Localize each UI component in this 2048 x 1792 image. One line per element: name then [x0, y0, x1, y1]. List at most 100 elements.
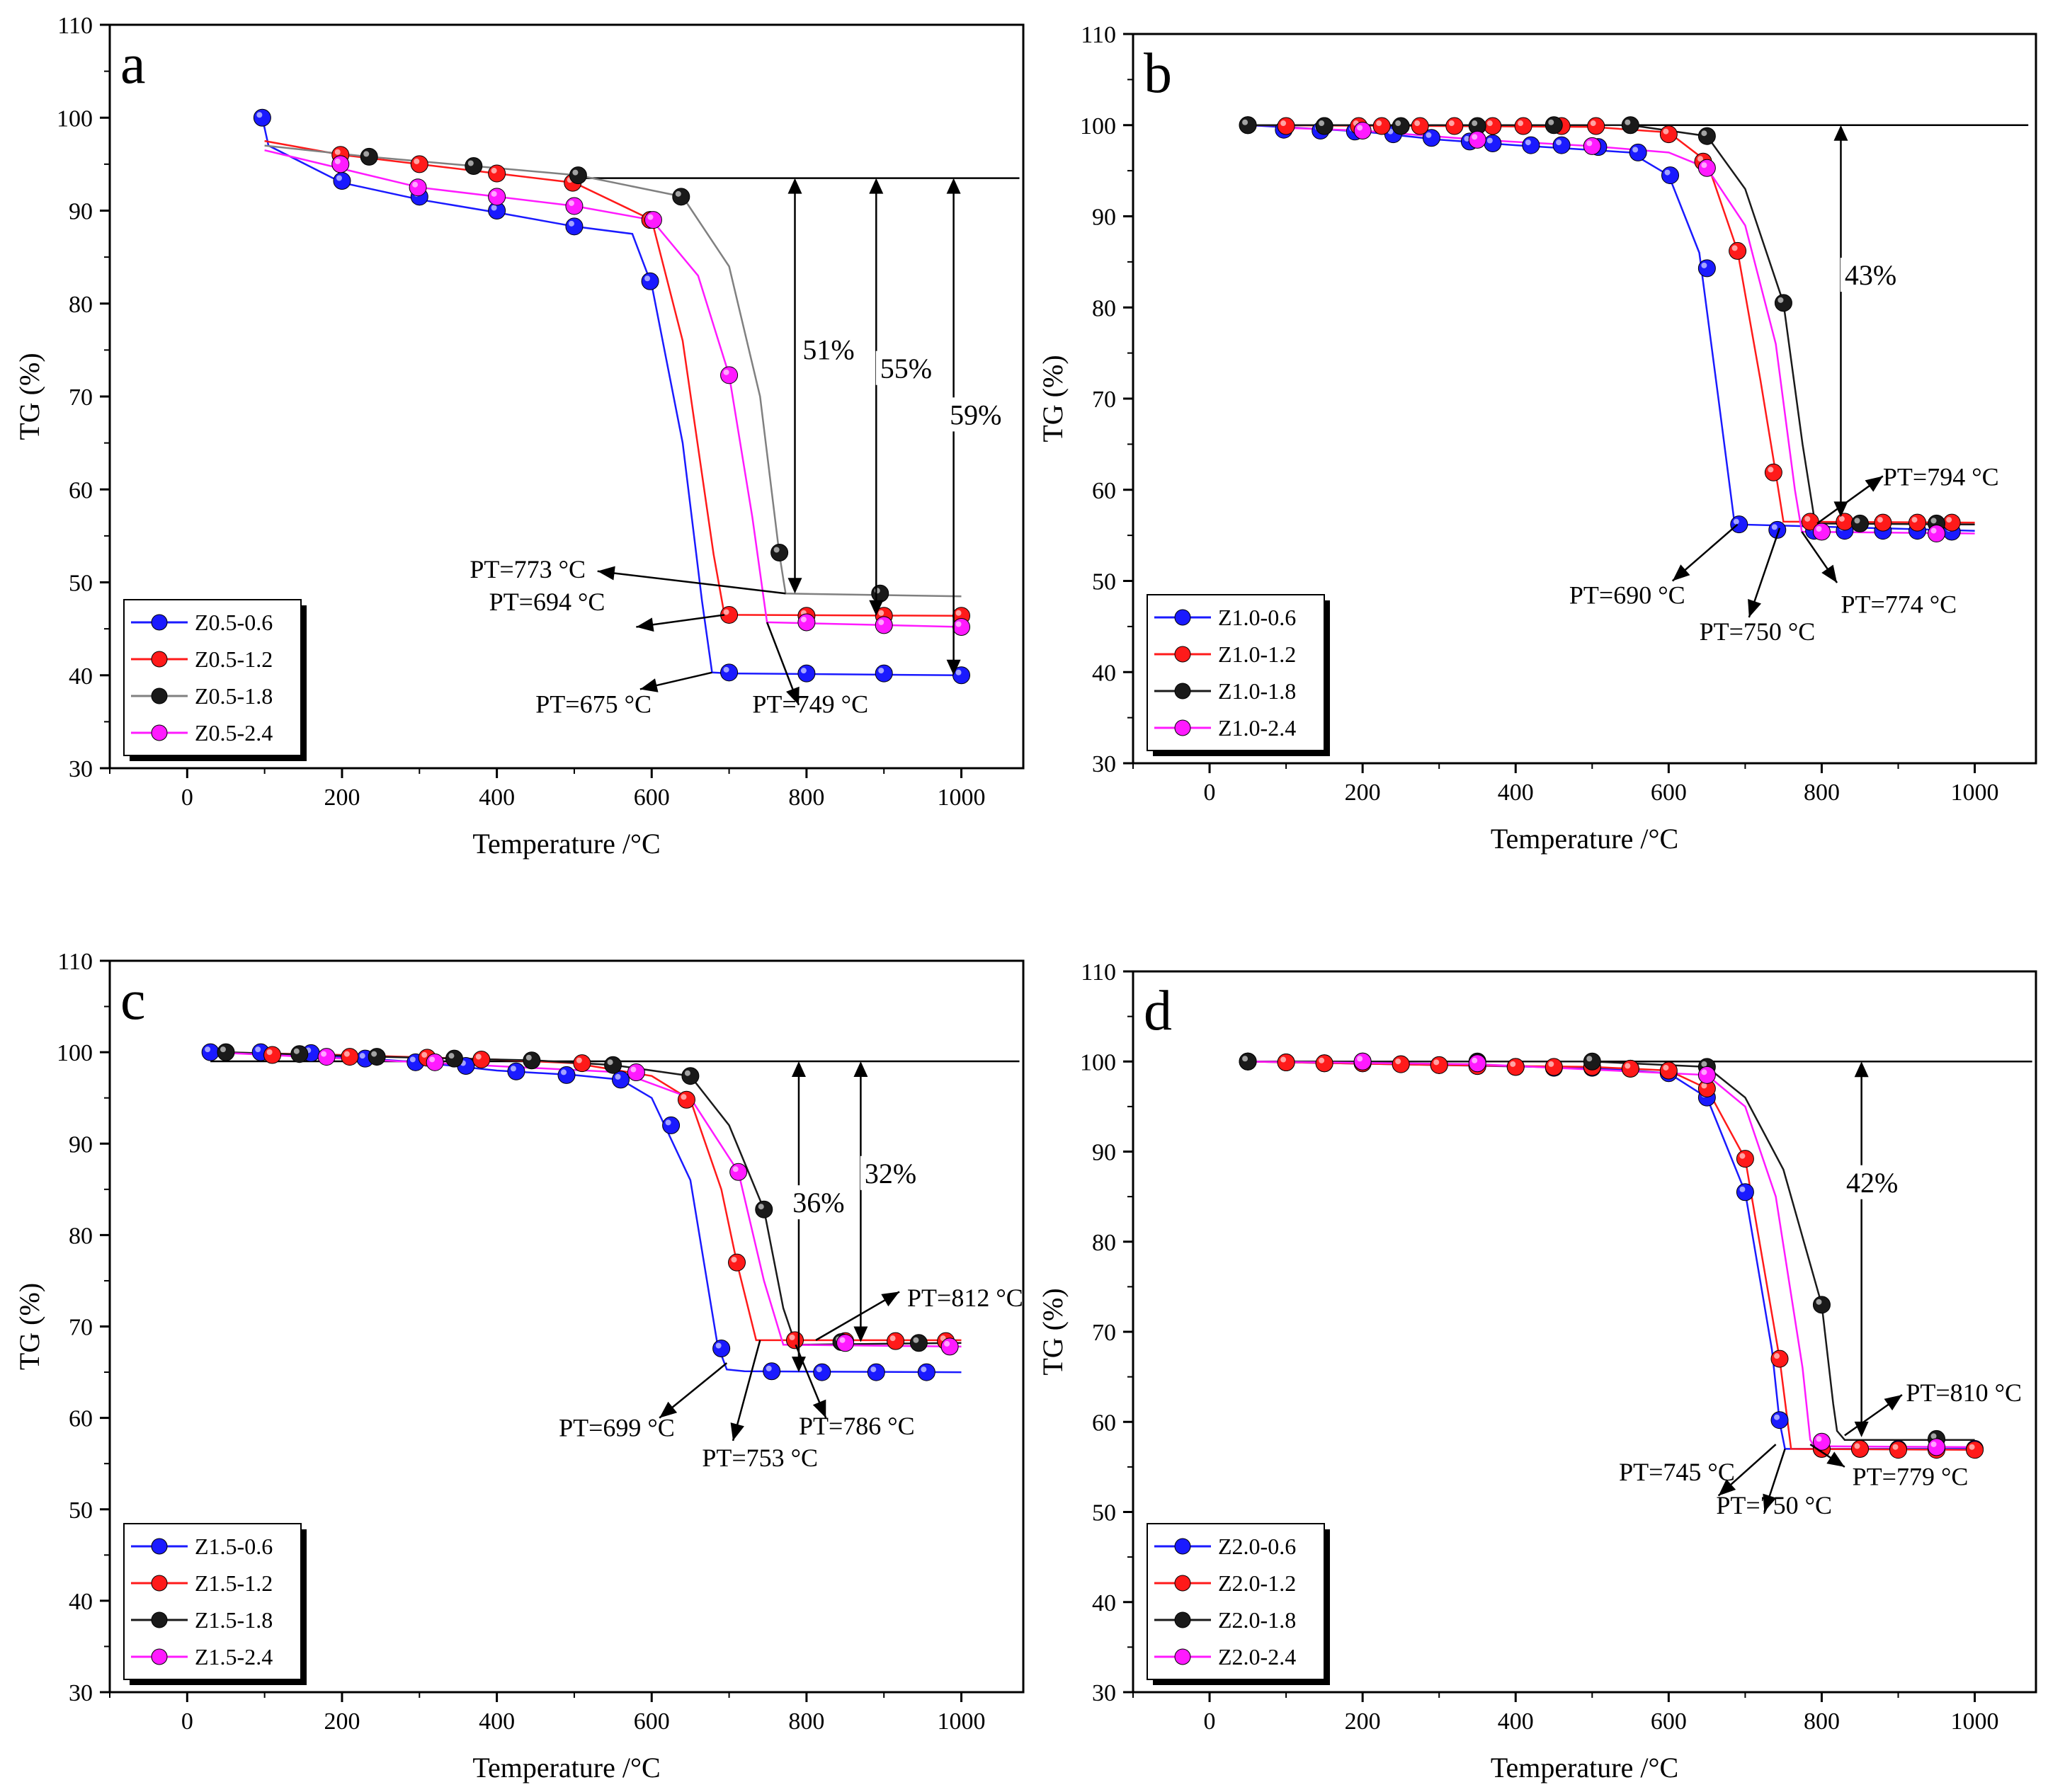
marker-Z1.0-1.8 — [1621, 116, 1639, 135]
legend-entry: Z0.5-0.6 — [195, 610, 273, 635]
pt-label: PT=810 °C — [1906, 1379, 2022, 1407]
legend-entry: Z0.5-2.4 — [195, 720, 273, 746]
marker-highlight — [816, 1366, 822, 1373]
legend-swatch-marker — [151, 651, 168, 668]
marker-Z1.5-2.4 — [940, 1337, 959, 1356]
y-tick-label: 100 — [1080, 113, 1116, 139]
legend-entry: Z1.0-1.2 — [1218, 641, 1296, 667]
marker-highlight — [525, 1054, 532, 1061]
series-line-Z2.0-2.4 — [1248, 1061, 1975, 1449]
arrow-head — [786, 686, 800, 705]
arrow-head — [869, 178, 884, 194]
marker-highlight — [1319, 1057, 1325, 1063]
marker-highlight — [572, 169, 579, 176]
marker-Z1.0-1.8 — [1315, 117, 1333, 135]
marker-highlight — [1774, 1353, 1780, 1359]
marker-Z2.0-0.6 — [1770, 1411, 1789, 1429]
legend-swatch-marker — [151, 614, 168, 631]
marker-Z1.5-1.2 — [263, 1046, 282, 1064]
marker-Z1.5-1.8 — [681, 1067, 700, 1085]
marker-Z1.5-2.4 — [729, 1163, 748, 1181]
marker-highlight — [1664, 169, 1671, 176]
marker-Z1.5-0.6 — [662, 1116, 681, 1134]
marker-Z0.5-1.8 — [770, 544, 789, 561]
marker-Z1.0-1.2 — [1277, 117, 1295, 135]
y-tick-label: 80 — [69, 292, 93, 318]
marker-Z1.5-0.6 — [813, 1363, 831, 1381]
x-tick-label: 0 — [181, 784, 193, 811]
marker-highlight — [371, 1051, 377, 1057]
marker-highlight — [1701, 1061, 1707, 1067]
x-tick-label: 400 — [1498, 780, 1534, 806]
marker-highlight — [1930, 527, 1937, 534]
marker-Z1.0-1.8 — [1544, 116, 1563, 135]
panel-letter: b — [1144, 42, 1172, 105]
y-axis-title: TG (%) — [1037, 355, 1069, 442]
marker-Z0.5-2.4 — [331, 155, 350, 173]
marker-Z1.0-1.8 — [1774, 294, 1792, 312]
marker-Z1.0-2.4 — [1928, 525, 1946, 543]
marker-highlight — [758, 1204, 764, 1210]
marker-Z1.0-1.2 — [1836, 513, 1854, 531]
label-bg — [798, 332, 855, 367]
arrow-head — [659, 1401, 678, 1418]
legend-entry: Z1.5-0.6 — [195, 1534, 273, 1559]
legend-swatch-marker — [151, 1575, 168, 1592]
legend-swatch-marker — [151, 1611, 168, 1628]
marker-Z1.0-1.2 — [1587, 117, 1605, 135]
y-tick-label: 60 — [69, 477, 93, 503]
marker-highlight — [1472, 120, 1478, 127]
marker-highlight — [1395, 1058, 1401, 1065]
marker-Z2.0-1.2 — [1770, 1349, 1789, 1368]
x-tick-label: 200 — [324, 1708, 360, 1735]
marker-Z2.0-1.2 — [1315, 1054, 1333, 1073]
y-tick-label: 30 — [1092, 1680, 1116, 1706]
marker-Z1.5-1.2 — [472, 1050, 491, 1068]
marker-Z1.0-0.6 — [1484, 135, 1502, 152]
marker-highlight — [1663, 1064, 1669, 1071]
marker-highlight — [1892, 1444, 1899, 1450]
x-tick-label: 800 — [1804, 780, 1840, 806]
series-line-Z1.5-1.2 — [210, 1051, 962, 1342]
marker-Z1.0-1.2 — [1659, 125, 1678, 144]
series-line-Z1.5-1.8 — [225, 1051, 962, 1346]
marker-Z2.0-1.2 — [1544, 1058, 1563, 1076]
y-axis-title: TG (%) — [13, 1283, 45, 1370]
marker-highlight — [1816, 1299, 1822, 1305]
pt-label: PT=675 °C — [535, 690, 652, 718]
marker-Z2.0-1.8 — [1239, 1052, 1257, 1071]
marker-Z0.5-0.6 — [641, 272, 659, 290]
x-tick-label: 200 — [324, 784, 360, 811]
panel-b-chart: 0 200 400 600 800 1000 30 40 50 60 70 80 90 100 110 Tem… — [1037, 22, 2037, 855]
pt-label: PT=812 °C — [907, 1284, 1023, 1312]
marker-Z1.5-1.2 — [786, 1331, 804, 1349]
marker-Z0.5-1.8 — [569, 166, 587, 185]
marker-highlight — [343, 1051, 350, 1057]
marker-highlight — [1448, 120, 1455, 127]
pt-label: PT=690 °C — [1569, 581, 1685, 610]
marker-highlight — [1854, 518, 1860, 524]
y-tick-label: 70 — [1092, 1320, 1116, 1346]
marker-highlight — [1701, 130, 1707, 137]
marker-Z2.0-1.2 — [1277, 1054, 1295, 1072]
series-line-Z1.0-2.4 — [1286, 127, 1975, 535]
data-layer — [253, 108, 1020, 685]
marker-highlight — [1590, 120, 1596, 127]
marker-Z1.5-1.2 — [677, 1090, 695, 1109]
marker-highlight — [1697, 156, 1703, 162]
data-layer — [1239, 116, 2029, 543]
marker-Z2.0-1.2 — [1392, 1055, 1410, 1073]
marker-highlight — [878, 610, 884, 616]
marker-Z0.5-2.4 — [565, 197, 584, 215]
marker-highlight — [921, 1366, 927, 1373]
arrow-head — [1763, 1493, 1777, 1512]
marker-highlight — [731, 1257, 737, 1263]
y-tick-label: 110 — [57, 949, 93, 975]
legend-entry: Z0.5-1.8 — [195, 683, 273, 709]
marker-highlight — [1548, 1061, 1554, 1067]
x-tick-label: 600 — [1651, 780, 1687, 806]
marker-Z1.0-2.4 — [1812, 523, 1831, 541]
panel-a-chart: 0 200 400 600 800 1000 30 40 50 60 70 80 90 100 110 Tem… — [13, 13, 1025, 860]
y-tick-label: 40 — [1092, 1590, 1116, 1616]
